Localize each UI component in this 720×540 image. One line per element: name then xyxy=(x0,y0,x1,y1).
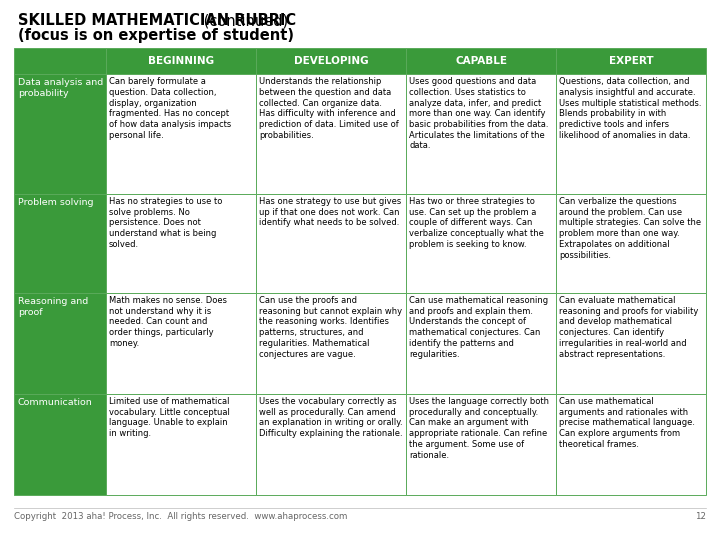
Text: Understands the relationship
between the question and data
collected. Can organi: Understands the relationship between the… xyxy=(259,77,399,140)
Text: Copyright  2013 aha! Process, Inc.  All rights reserved.  www.ahaprocess.com: Copyright 2013 aha! Process, Inc. All ri… xyxy=(14,512,347,521)
Bar xyxy=(406,74,556,194)
Bar xyxy=(14,394,106,495)
Text: Can use mathematical reasoning
and proofs and explain them.
Understands the conc: Can use mathematical reasoning and proof… xyxy=(409,296,548,359)
Bar xyxy=(106,293,256,394)
Bar xyxy=(406,48,556,74)
Text: SKILLED MATHEMATICIAN RUBRIC: SKILLED MATHEMATICIAN RUBRIC xyxy=(18,13,296,28)
Bar xyxy=(556,394,706,495)
Bar xyxy=(556,293,706,394)
Text: CAPABLE: CAPABLE xyxy=(455,56,507,66)
Bar xyxy=(256,394,406,495)
Bar xyxy=(556,74,706,194)
Bar xyxy=(556,194,706,293)
Text: Problem solving: Problem solving xyxy=(18,198,94,207)
Text: Data analysis and
probability: Data analysis and probability xyxy=(18,78,103,98)
Text: EXPERT: EXPERT xyxy=(608,56,653,66)
Bar xyxy=(106,394,256,495)
Text: Has no strategies to use to
solve problems. No
persistence. Does not
understand : Has no strategies to use to solve proble… xyxy=(109,197,222,249)
Text: Math makes no sense. Does
not understand why it is
needed. Can count and
order t: Math makes no sense. Does not understand… xyxy=(109,296,227,348)
Text: Uses good questions and data
collection. Uses statistics to
analyze data, infer,: Uses good questions and data collection.… xyxy=(409,77,549,151)
Text: Uses the vocabulary correctly as
well as procedurally. Can amend
an explanation : Uses the vocabulary correctly as well as… xyxy=(259,397,402,438)
Text: Questions, data collection, and
analysis insightful and accurate.
Uses multiple : Questions, data collection, and analysis… xyxy=(559,77,701,140)
Bar xyxy=(256,48,406,74)
Bar xyxy=(106,48,256,74)
Bar xyxy=(106,74,256,194)
Bar xyxy=(14,293,106,394)
Text: Uses the language correctly both
procedurally and conceptually.
Can make an argu: Uses the language correctly both procedu… xyxy=(409,397,549,460)
Text: 12: 12 xyxy=(695,512,706,521)
Text: Has two or three strategies to
use. Can set up the problem a
couple of different: Has two or three strategies to use. Can … xyxy=(409,197,544,249)
Bar xyxy=(406,194,556,293)
Text: DEVELOPING: DEVELOPING xyxy=(294,56,369,66)
Bar xyxy=(256,194,406,293)
Text: Reasoning and
proof: Reasoning and proof xyxy=(18,297,89,316)
Text: Can verbalize the questions
around the problem. Can use
multiple strategies. Can: Can verbalize the questions around the p… xyxy=(559,197,701,260)
Text: Can evaluate mathematical
reasoning and proofs for viability
and develop mathema: Can evaluate mathematical reasoning and … xyxy=(559,296,698,359)
Text: Can use mathematical
arguments and rationales with
precise mathematical language: Can use mathematical arguments and ratio… xyxy=(559,397,695,449)
Bar xyxy=(14,194,106,293)
Bar xyxy=(556,48,706,74)
Text: Communication: Communication xyxy=(18,398,93,407)
Text: Can use the proofs and
reasoning but cannot explain why
the reasoning works. Ide: Can use the proofs and reasoning but can… xyxy=(259,296,402,359)
Bar xyxy=(406,394,556,495)
Text: Has one strategy to use but gives
up if that one does not work. Can
identify wha: Has one strategy to use but gives up if … xyxy=(259,197,401,227)
Text: Can barely formulate a
question. Data collection,
display, organization
fragment: Can barely formulate a question. Data co… xyxy=(109,77,231,140)
Text: BEGINNING: BEGINNING xyxy=(148,56,214,66)
Text: (continued): (continued) xyxy=(199,13,288,28)
Text: Limited use of mathematical
vocabulary. Little conceptual
language. Unable to ex: Limited use of mathematical vocabulary. … xyxy=(109,397,230,438)
Bar xyxy=(14,48,106,74)
Bar xyxy=(256,293,406,394)
Bar xyxy=(14,74,106,194)
Text: (focus is on expertise of student): (focus is on expertise of student) xyxy=(18,28,294,43)
Bar xyxy=(106,194,256,293)
Bar xyxy=(256,74,406,194)
Bar xyxy=(406,293,556,394)
